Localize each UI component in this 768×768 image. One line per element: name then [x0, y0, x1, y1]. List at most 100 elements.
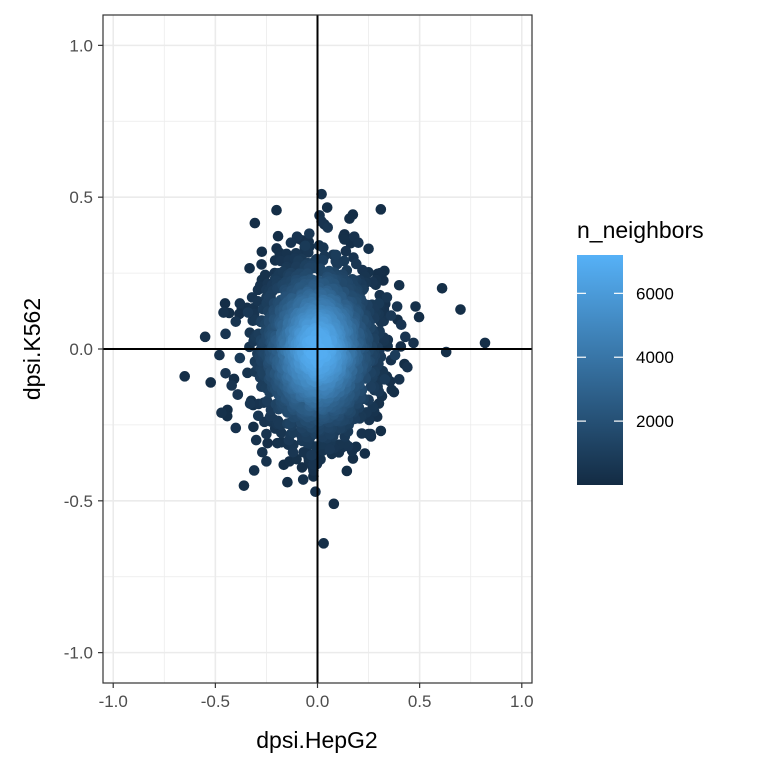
legend-title: n_neighbors	[577, 217, 704, 243]
scatter-point	[436, 282, 448, 294]
scatter-point	[238, 480, 250, 491]
scatter-point	[199, 331, 211, 343]
scatter-point	[339, 234, 350, 245]
colorbar-break-label: 6000	[636, 284, 674, 303]
scatter-point	[220, 367, 231, 379]
scatter-point	[455, 304, 466, 315]
x-tick-label: -0.5	[201, 692, 230, 711]
scatter-point	[244, 398, 256, 409]
y-tick-label: 0.5	[69, 188, 93, 207]
scatter-point	[393, 374, 405, 385]
scatter-point	[330, 249, 342, 261]
scatter-point	[363, 243, 374, 255]
scatter-point	[226, 380, 237, 391]
scatter-point	[322, 222, 334, 233]
scatter-point	[386, 384, 398, 396]
scatter-point	[216, 407, 227, 419]
y-tick-label: -0.5	[64, 492, 93, 511]
scatter-point	[391, 301, 403, 312]
y-tick-label: 1.0	[69, 36, 93, 55]
scatter-point	[242, 307, 254, 318]
scatter-point	[310, 441, 322, 452]
y-axis-ticks: -1.0 -0.5 0.0 0.5 1.0	[64, 36, 103, 663]
scatter-point	[395, 319, 407, 331]
scatter-point	[344, 213, 355, 224]
scatter-point	[389, 349, 401, 361]
scatter-point	[232, 389, 244, 400]
x-tick-label: 0.5	[408, 692, 432, 711]
scatter-point	[256, 246, 268, 258]
scatter-point	[259, 269, 271, 281]
scatter-point	[351, 258, 362, 270]
scatter-point	[359, 448, 371, 459]
scatter-point	[306, 449, 317, 461]
scatter-point	[479, 337, 491, 349]
scatter-point	[249, 217, 261, 229]
scatter-point	[285, 237, 297, 249]
scatter-point	[341, 465, 353, 477]
scatter-point	[261, 428, 272, 440]
scatter-point	[365, 428, 376, 440]
scatter-point	[299, 240, 311, 252]
scatter-point	[234, 352, 246, 364]
scatter-point	[275, 427, 287, 439]
scatter-point	[316, 188, 327, 200]
scatter-point	[214, 349, 225, 361]
scatter-point	[262, 437, 273, 449]
scatter-point	[230, 316, 242, 327]
scatter-point	[375, 425, 387, 437]
scatter-point	[318, 242, 329, 253]
scatter-point	[234, 298, 246, 309]
scatter-point	[408, 337, 419, 349]
scatter-point	[271, 204, 282, 216]
scatter-point	[282, 476, 293, 488]
scatter-point	[317, 255, 329, 266]
scatter-point	[381, 292, 393, 303]
scatter-point	[252, 295, 264, 307]
scatter-point	[324, 443, 336, 455]
y-axis-title: dpsi.K562	[19, 298, 45, 400]
scatter-point	[375, 204, 387, 215]
scatter-point	[385, 310, 397, 321]
scatter-point	[256, 259, 267, 270]
x-tick-label: 1.0	[510, 692, 534, 711]
scatter-point	[356, 428, 368, 439]
scatter-point	[379, 374, 391, 385]
scatter-point	[220, 328, 231, 340]
scatter-point	[296, 462, 308, 473]
scatter-point	[321, 202, 333, 213]
scatter-point	[400, 331, 411, 343]
scatter-point	[331, 258, 343, 270]
colorbar	[577, 255, 623, 485]
scatter-point	[308, 459, 319, 470]
scatter-point	[304, 228, 315, 239]
scatter-point	[410, 301, 421, 312]
scatter-point	[261, 456, 272, 467]
scatter-point	[179, 371, 191, 382]
scatter-point	[272, 230, 284, 242]
scatter-point	[318, 538, 329, 549]
scatter-point	[218, 307, 229, 318]
scatter-point	[273, 418, 285, 430]
scatter-point	[230, 422, 242, 434]
scatter-point	[242, 367, 253, 379]
scatter-point	[310, 486, 321, 498]
scatter-point	[347, 453, 359, 464]
scatter-point	[328, 498, 340, 510]
scatter-point	[310, 339, 322, 350]
y-tick-label: 0.0	[69, 340, 93, 359]
scatter-point	[261, 395, 273, 407]
colorbar-legend: n_neighbors 2000 4000 6000	[577, 217, 704, 485]
scatter-point	[353, 237, 364, 249]
scatter-point	[413, 311, 425, 323]
x-tick-label: -1.0	[99, 692, 128, 711]
scatter-point	[365, 381, 377, 393]
scatter-point	[402, 361, 413, 373]
scatter-point	[340, 245, 352, 257]
scatter-point	[297, 474, 309, 485]
colorbar-breaks: 2000 4000 6000	[577, 284, 674, 431]
scatter-point	[244, 262, 255, 274]
x-axis-ticks: -1.0 -0.5 0.0 0.5 1.0	[99, 683, 534, 711]
scatter-point	[257, 446, 268, 458]
